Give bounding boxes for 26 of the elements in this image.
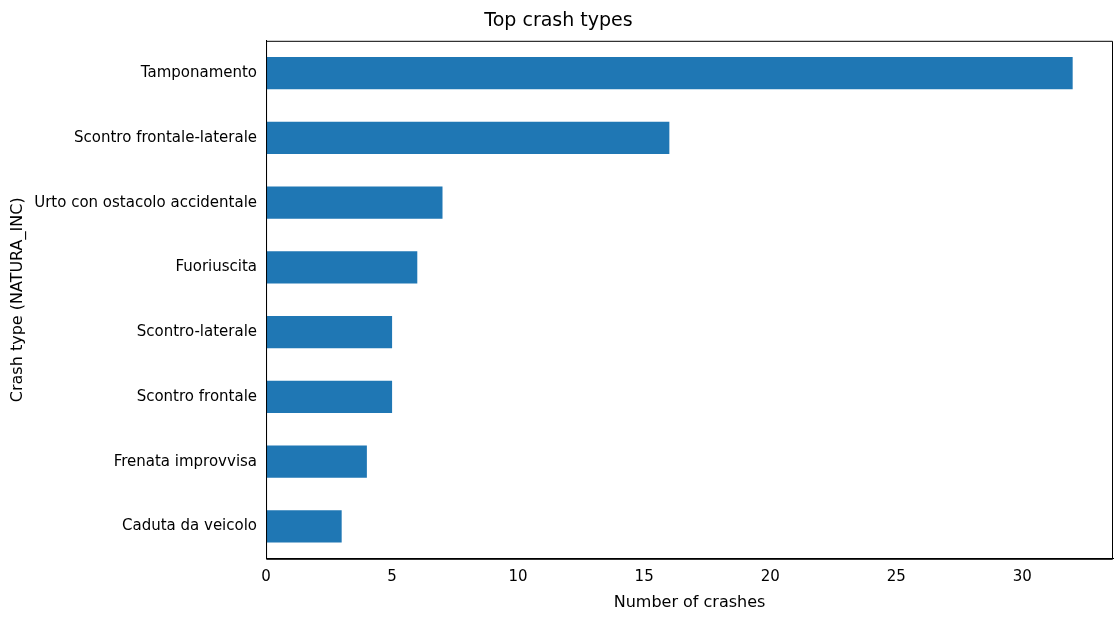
y-tick-label: Scontro frontale-laterale [74,127,258,146]
y-tick-label: Scontro frontale [136,386,258,405]
y-tick-label: Scontro-laterale [136,322,258,341]
x-tick-label: 20 [760,566,780,585]
chart-title: Top crash types [483,8,633,31]
x-tick-label: 30 [1012,566,1032,585]
y-tick-label: Frenata improvvisa [113,451,258,470]
x-tick-label: 0 [261,566,271,585]
y-tick-label: Fuoriuscita [175,257,258,276]
bar [266,315,393,349]
bar [266,121,670,155]
x-axis-title: Number of crashes [613,591,766,611]
y-axis-title: Crash type (NATURA_INC) [6,197,27,403]
y-tick-label: Tamponamento [139,63,258,82]
bar [266,510,342,543]
y-tick-label: Caduta da veicolo [121,516,258,535]
bar [266,251,418,284]
bar [266,56,1073,90]
x-tick-label: 15 [634,566,654,585]
x-tick-label: 25 [886,566,906,585]
x-tick-label: 10 [508,566,528,585]
bar [266,445,367,478]
bar [266,186,443,219]
x-tick-label: 5 [387,566,397,585]
y-tick-label: Urto con ostacolo accidentale [34,192,258,211]
bar [266,380,393,414]
